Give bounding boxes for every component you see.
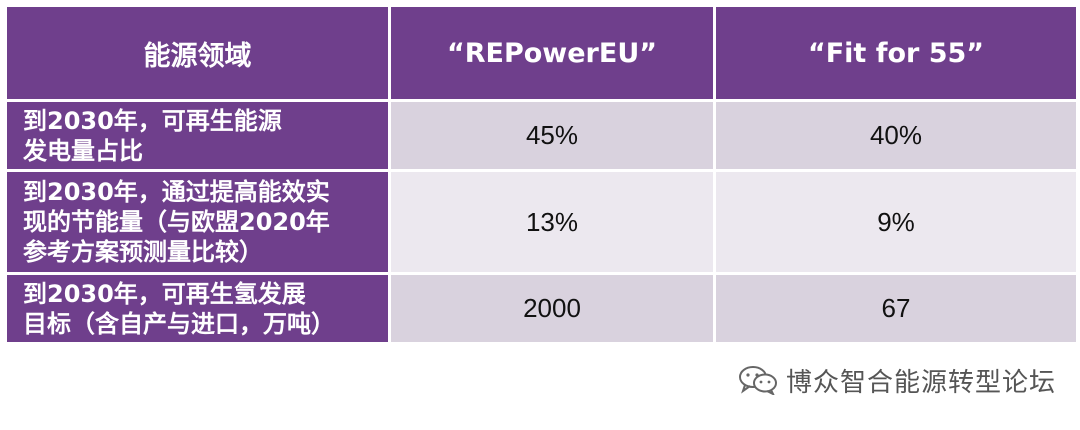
table-row: 到2030年，通过提高能效实 现的节能量（与欧盟2020年 参考方案预测量比较）… [7,172,1076,272]
wechat-icon [739,366,777,395]
cell-repowereu-value: 45% [391,102,713,169]
row-label-hydrogen-target: 到2030年，可再生氢发展 目标（含自产与进口，万吨） [7,275,388,342]
cell-repowereu-value: 13% [391,172,713,272]
watermark: 博众智合能源转型论坛 [738,360,1056,400]
row-label-renewable-share: 到2030年，可再生能源 发电量占比 [7,102,388,169]
header-repowereu: “REPowerEU” [391,7,713,99]
table-row: 到2030年，可再生能源 发电量占比 45% 40% [7,102,1076,169]
comparison-table: 能源领域 “REPowerEU” “Fit for 55” 到2030年，可再生… [4,4,1079,345]
row-label-energy-savings: 到2030年，通过提高能效实 现的节能量（与欧盟2020年 参考方案预测量比较） [7,172,388,272]
cell-repowereu-value: 2000 [391,275,713,342]
cell-fit-for-55-value: 40% [716,102,1076,169]
table-row: 到2030年，可再生氢发展 目标（含自产与进口，万吨） 2000 67 [7,275,1076,342]
table-header-row: 能源领域 “REPowerEU” “Fit for 55” [7,7,1076,99]
header-energy-field: 能源领域 [7,7,388,99]
header-fit-for-55: “Fit for 55” [716,7,1076,99]
cell-fit-for-55-value: 67 [716,275,1076,342]
cell-fit-for-55-value: 9% [716,172,1076,272]
watermark-text: 博众智合能源转型论坛 [786,367,1057,398]
